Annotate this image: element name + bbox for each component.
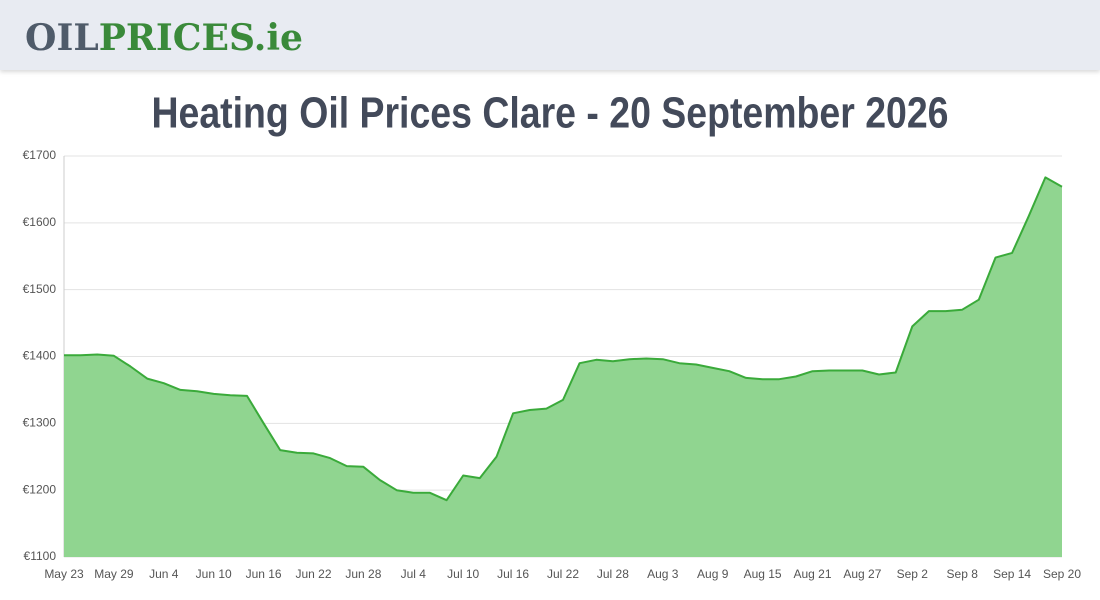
y-tick-label: €1600 <box>23 215 57 229</box>
chart-title: Heating Oil Prices Clare - 20 September … <box>152 89 949 138</box>
logo[interactable]: OILPRICES.ie <box>25 17 303 59</box>
x-tick-label: May 29 <box>94 567 134 581</box>
x-tick-label: Sep 14 <box>993 567 1031 581</box>
x-tick-label: Aug 27 <box>843 567 881 581</box>
logo-part: OIL <box>25 17 99 59</box>
x-tick-label: Jul 16 <box>497 567 529 581</box>
x-tick-label: Aug 15 <box>744 567 782 581</box>
x-tick-label: Jun 4 <box>149 567 179 581</box>
line <box>64 176 1063 502</box>
y-tick-label: €1700 <box>23 148 57 162</box>
x-tick-label: Jun 28 <box>345 567 381 581</box>
y-tick-label: €1400 <box>23 349 57 363</box>
x-tick-label: Jun 10 <box>196 567 232 581</box>
x-tick-label: Jul 4 <box>401 567 427 581</box>
x-tick-label: Jun 22 <box>295 567 331 581</box>
x-tick-label: Jun 16 <box>246 567 282 581</box>
header-bar <box>0 0 1100 70</box>
x-tick-label: Jul 10 <box>447 567 479 581</box>
x-tick-label: Aug 3 <box>647 567 679 581</box>
y-tick-label: €1300 <box>23 416 57 430</box>
logo-part: PRICES.ie <box>99 17 303 59</box>
y-tick-label: €1200 <box>23 482 57 496</box>
x-tick-label: Sep 8 <box>947 567 979 581</box>
y-tick-label: €1500 <box>23 282 57 296</box>
y-tick-label: €1100 <box>24 549 57 563</box>
x-tick-label: Jul 22 <box>547 567 579 581</box>
x-tick-label: Aug 9 <box>697 567 729 581</box>
area <box>64 177 1062 557</box>
x-tick-label: Aug 21 <box>793 567 831 581</box>
x-tick-label: May 23 <box>44 567 84 581</box>
x-tick-label: Sep 2 <box>897 567 929 581</box>
x-tick-label: Sep 20 <box>1043 567 1081 581</box>
x-tick-label: Jul 28 <box>597 567 629 581</box>
